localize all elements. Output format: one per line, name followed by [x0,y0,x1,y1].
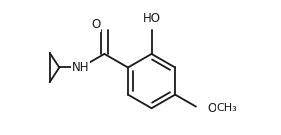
Text: NH: NH [72,61,90,74]
Text: O: O [91,18,101,31]
Text: HO: HO [142,12,160,25]
Text: O: O [207,102,216,115]
Text: CH₃: CH₃ [216,103,237,113]
